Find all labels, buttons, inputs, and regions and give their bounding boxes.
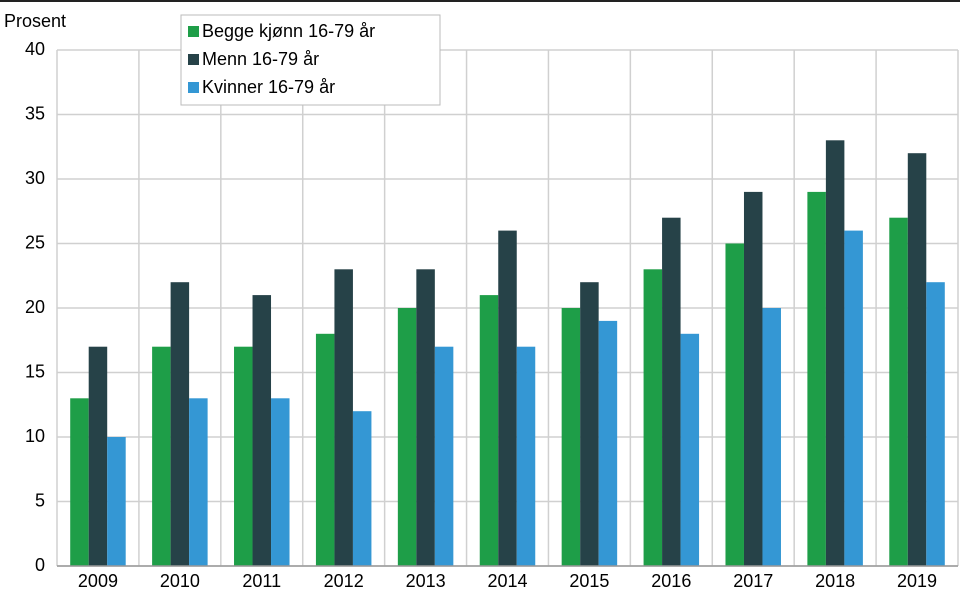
x-tick-label: 2018	[815, 571, 855, 590]
x-tick-label: 2011	[242, 571, 281, 590]
bar	[580, 282, 599, 566]
bar	[725, 243, 744, 566]
y-tick-label: 30	[25, 168, 45, 188]
x-tick-label: 2016	[651, 571, 691, 590]
x-tick-label: 2010	[160, 571, 200, 590]
x-tick-label: 2009	[78, 571, 118, 590]
bar	[662, 217, 681, 566]
bar	[334, 269, 353, 566]
bar	[807, 191, 826, 566]
legend-box	[180, 14, 441, 106]
bar	[844, 230, 863, 566]
x-tick-label: 2015	[569, 571, 609, 590]
bar	[598, 320, 618, 566]
bar	[762, 308, 781, 566]
y-tick-label: 20	[25, 297, 45, 317]
bar	[189, 398, 208, 566]
bar	[561, 308, 581, 566]
bar	[315, 333, 335, 566]
x-tick-label: 2014	[487, 571, 527, 590]
bar	[825, 140, 845, 567]
y-axis-label: Prosent	[4, 11, 66, 31]
legend-label: Begge kjønn 16-79 år	[202, 21, 375, 41]
y-tick-label: 35	[25, 103, 45, 123]
bar	[479, 295, 499, 566]
bar	[107, 437, 126, 566]
legend-label: Kvinner 16-79 år	[202, 77, 335, 97]
x-tick-label: 2017	[733, 571, 773, 590]
bar	[643, 269, 663, 566]
legend-swatch	[188, 54, 199, 65]
bar	[70, 398, 89, 566]
bar	[397, 308, 417, 566]
legend-swatch	[188, 26, 199, 37]
bar	[889, 217, 908, 566]
bar	[234, 346, 253, 566]
bar	[152, 346, 171, 566]
bar	[498, 230, 517, 566]
y-tick-label: 10	[25, 426, 45, 446]
y-tick-label: 25	[25, 232, 45, 252]
bar	[271, 398, 290, 566]
x-tick-label: 2013	[406, 571, 446, 590]
y-tick-label: 40	[25, 39, 45, 59]
bar	[434, 346, 454, 566]
legend-swatch	[188, 82, 199, 93]
bar	[907, 153, 927, 566]
y-tick-label: 0	[35, 555, 45, 575]
bar	[926, 282, 945, 566]
bar	[416, 269, 435, 566]
legend-label: Menn 16-79 år	[202, 49, 319, 69]
bar	[743, 191, 763, 566]
y-tick-label: 15	[25, 361, 45, 381]
x-tick-label: 2012	[324, 571, 364, 590]
bar	[352, 411, 372, 566]
bar	[680, 333, 700, 566]
y-tick-label: 5	[35, 490, 45, 510]
bar	[170, 282, 190, 566]
bar	[88, 346, 108, 566]
bar	[252, 295, 272, 566]
bar	[516, 346, 536, 566]
x-tick-label: 2019	[897, 571, 937, 590]
